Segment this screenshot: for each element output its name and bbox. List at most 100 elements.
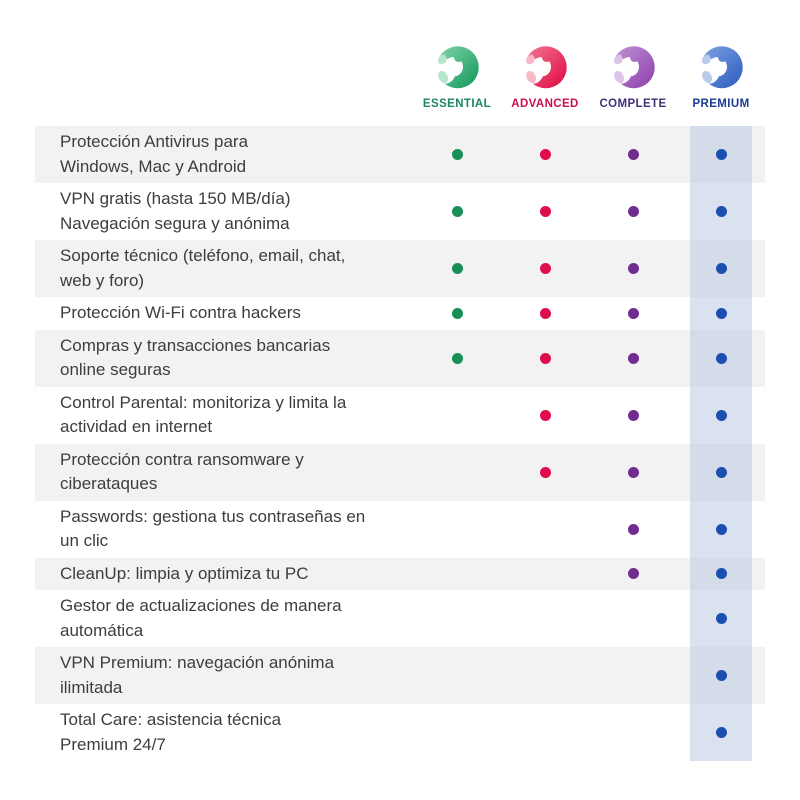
feature-row: Total Care: asistencia técnica Premium 2… xyxy=(35,704,765,761)
feature-availability-premium xyxy=(677,387,765,444)
included-dot-premium xyxy=(715,613,727,624)
feature-availability-premium xyxy=(677,444,765,501)
included-dot-premium xyxy=(715,149,727,160)
feature-availability-premium xyxy=(677,590,765,647)
feature-availability-essential xyxy=(413,183,501,240)
feature-availability-complete xyxy=(589,330,677,387)
plan-name-label: COMPLETE xyxy=(599,98,667,110)
included-dot-complete xyxy=(627,149,639,160)
plan-header-premium[interactable]: PREMIUM xyxy=(677,44,765,111)
plan-name-label: ESSENTIAL xyxy=(422,98,492,110)
panda-logo-icon xyxy=(433,44,481,92)
included-dot-advanced xyxy=(539,263,551,274)
feature-availability-premium xyxy=(677,183,765,240)
feature-availability-advanced xyxy=(501,330,589,387)
comparison-content: ESSENTIAL ADVANCED COMPLETE PREMIUM Prot… xyxy=(35,44,765,761)
included-dot-premium xyxy=(715,409,727,421)
included-dot-complete xyxy=(627,466,639,478)
feature-availability-advanced xyxy=(501,704,589,761)
feature-availability-premium xyxy=(677,297,765,330)
included-dot-advanced xyxy=(539,352,551,364)
feature-availability-advanced xyxy=(501,297,589,330)
feature-availability-advanced xyxy=(501,387,589,444)
included-dot-premium xyxy=(715,523,727,535)
features-table: Protección Antivirus para Windows, Mac y… xyxy=(35,126,765,761)
included-dot-essential xyxy=(451,149,463,160)
plan-header-complete[interactable]: COMPLETE xyxy=(589,44,677,111)
included-dot-essential xyxy=(451,352,463,364)
feature-availability-complete xyxy=(589,444,677,501)
included-dot-complete xyxy=(627,307,639,319)
included-dot-complete xyxy=(627,352,639,364)
feature-availability-premium xyxy=(677,704,765,761)
plan-header-essential[interactable]: ESSENTIAL xyxy=(413,44,501,111)
feature-availability-essential xyxy=(413,387,501,444)
feature-availability-complete xyxy=(589,126,677,183)
feature-availability-premium xyxy=(677,501,765,558)
included-dot-premium xyxy=(715,307,727,319)
feature-availability-essential xyxy=(413,590,501,647)
included-dot-complete xyxy=(627,263,639,274)
included-dot-essential xyxy=(451,263,463,274)
included-dot-premium xyxy=(715,466,727,478)
included-dot-complete xyxy=(627,206,639,217)
included-dot-complete xyxy=(627,523,639,535)
included-dot-essential xyxy=(451,307,463,319)
feature-availability-premium xyxy=(677,240,765,297)
included-dot-complete xyxy=(627,409,639,421)
feature-availability-premium xyxy=(677,558,765,591)
included-dot-essential xyxy=(451,206,463,217)
feature-availability-complete xyxy=(589,501,677,558)
included-dot-advanced xyxy=(539,409,551,421)
panda-logo-icon xyxy=(697,44,745,92)
feature-row: Passwords: gestiona tus contraseñas en u… xyxy=(35,501,765,558)
header-spacer xyxy=(35,44,413,111)
feature-availability-essential xyxy=(413,126,501,183)
feature-row: Protección Wi-Fi contra hackers xyxy=(35,297,765,330)
feature-label: Protección Antivirus para Windows, Mac y… xyxy=(60,132,249,176)
feature-row: Control Parental: monitoriza y limita la… xyxy=(35,387,765,444)
feature-availability-essential xyxy=(413,501,501,558)
feature-row: Compras y transacciones bancarias online… xyxy=(35,329,765,387)
feature-availability-advanced xyxy=(501,501,589,558)
feature-availability-complete xyxy=(589,240,677,297)
feature-availability-advanced xyxy=(501,444,589,501)
plan-name-label: ADVANCED xyxy=(511,98,579,110)
included-dot-advanced xyxy=(539,149,551,160)
feature-label: VPN Premium: navegación anónima ilimitad… xyxy=(60,653,335,697)
feature-availability-advanced xyxy=(501,240,589,297)
feature-row: Protección contra ransomware y ciberataq… xyxy=(35,443,765,501)
feature-availability-essential xyxy=(413,444,501,501)
included-dot-complete xyxy=(627,568,639,580)
included-dot-advanced xyxy=(539,206,551,217)
included-dot-advanced xyxy=(539,466,551,478)
feature-availability-premium xyxy=(677,647,765,704)
feature-label: Soporte técnico (teléfono, email, chat, … xyxy=(60,246,346,290)
feature-availability-essential xyxy=(413,558,501,591)
feature-availability-essential xyxy=(413,297,501,330)
included-dot-premium xyxy=(715,568,727,580)
included-dot-premium xyxy=(715,206,727,217)
feature-row: Protección Antivirus para Windows, Mac y… xyxy=(35,126,765,183)
feature-row: VPN Premium: navegación anónima ilimitad… xyxy=(35,647,765,704)
feature-availability-advanced xyxy=(501,590,589,647)
included-dot-premium xyxy=(715,263,727,274)
feature-availability-complete xyxy=(589,647,677,704)
feature-row: CleanUp: limpia y optimiza tu PC xyxy=(35,557,765,591)
included-dot-premium xyxy=(715,670,727,681)
feature-label: Compras y transacciones bancarias online… xyxy=(60,335,331,380)
plan-name-label: PREMIUM xyxy=(692,98,750,110)
plans-header-row: ESSENTIAL ADVANCED COMPLETE PREMIUM xyxy=(35,44,765,111)
included-dot-premium xyxy=(715,727,727,738)
feature-label: Total Care: asistencia técnica Premium 2… xyxy=(60,710,282,754)
feature-availability-premium xyxy=(677,126,765,183)
feature-availability-complete xyxy=(589,590,677,647)
panda-logo-icon xyxy=(521,44,569,92)
feature-label: Passwords: gestiona tus contraseñas en u… xyxy=(60,506,366,551)
feature-availability-complete xyxy=(589,558,677,591)
feature-label: VPN gratis (hasta 150 MB/día) Navegación… xyxy=(60,189,291,233)
feature-availability-essential xyxy=(413,330,501,387)
plan-header-advanced[interactable]: ADVANCED xyxy=(501,44,589,111)
feature-availability-advanced xyxy=(501,558,589,591)
